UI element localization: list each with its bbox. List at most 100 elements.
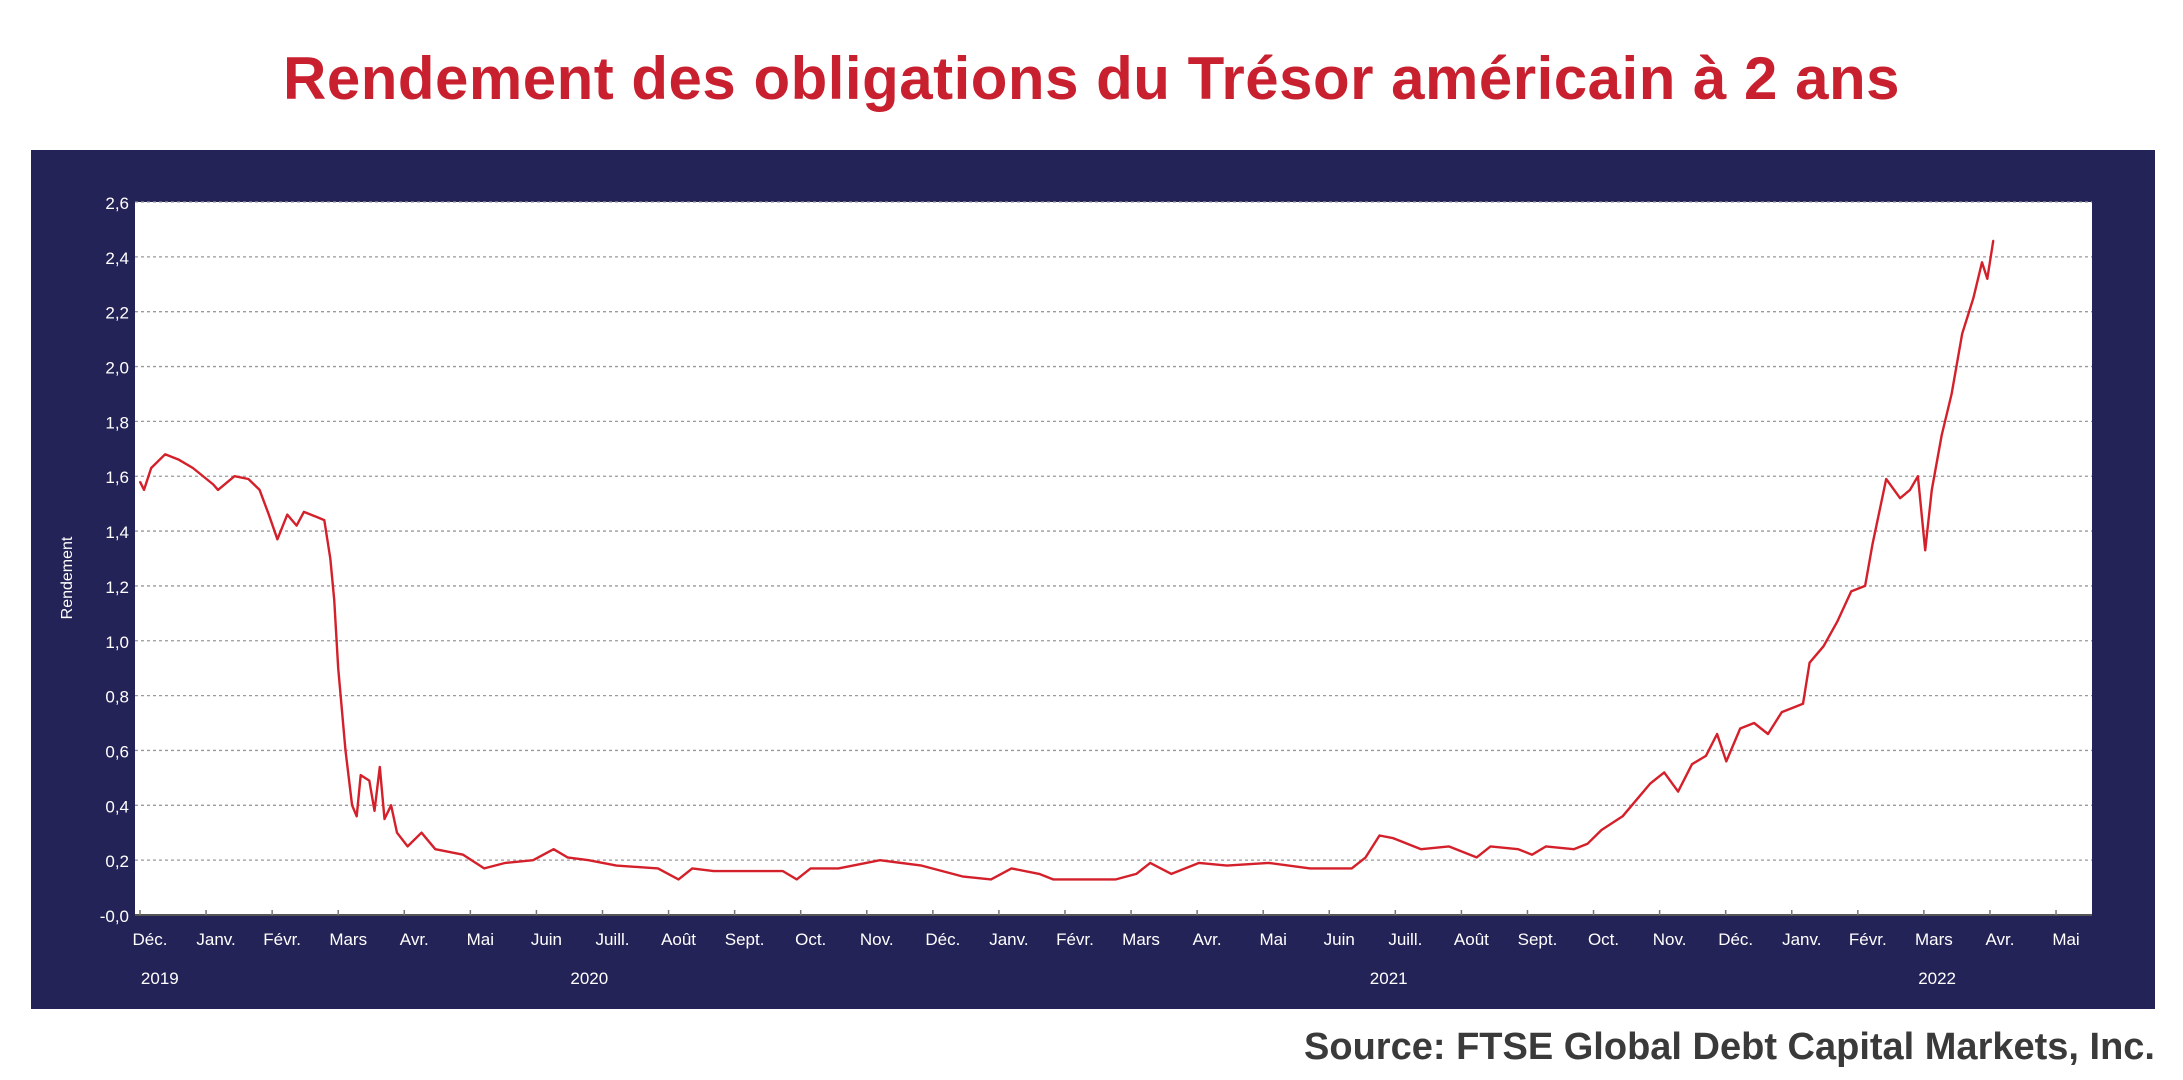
data-point [1572,848,1575,850]
data-point [1899,497,1901,499]
data-point [286,513,289,516]
data-point [1364,856,1367,859]
data-point [1600,829,1603,831]
x-tick-label: Oct. [795,930,826,949]
x-tick-label: Avr. [1985,930,2014,949]
x-tick-label: Juill. [595,930,629,949]
data-point [1781,711,1783,713]
data-point [1663,771,1666,774]
data-point [1226,864,1228,867]
data-point [879,859,881,861]
y-tick-label: 1,2 [105,578,129,597]
data-point [1917,475,1919,478]
data-point [1531,853,1533,856]
x-tick-label: Sept. [1518,930,1558,949]
x-tick-label: Janv. [1782,930,1821,949]
x-tick-label: Janv. [196,930,235,949]
y-tick-label: 2,2 [105,304,129,323]
data-point [337,667,340,669]
data-point [1038,873,1041,875]
data-point [1052,878,1054,881]
data-point [258,489,261,491]
y-tick-label: 2,6 [105,194,129,213]
data-point [677,878,680,881]
year-label: 2020 [570,969,608,988]
data-point [1677,790,1679,793]
data-point [483,867,486,870]
source-note: Source: FTSE Global Debt Capital Markets… [1304,1026,2155,1068]
data-point [303,511,305,513]
data-point [359,774,362,776]
data-point [383,818,386,820]
y-tick-label: 0,8 [105,688,129,707]
x-tick-label: Nov. [1653,930,1687,949]
data-point [276,538,279,541]
x-tick-label: Avr. [1193,930,1222,949]
data-point [1767,733,1769,735]
data-point [295,524,298,527]
y-tick-label: 0,4 [105,797,129,816]
y-tick-label: 1,0 [105,633,129,652]
data-point [1517,848,1520,850]
y-tick-label: 1,4 [105,523,129,542]
y-axis-label: Rendement [59,536,76,619]
x-tick-label: Févr. [1849,930,1887,949]
data-point [1475,856,1478,859]
data-point [1864,585,1866,587]
data-point [552,848,555,850]
data-point [396,831,398,834]
data-point [1198,862,1200,864]
data-point [615,864,618,867]
data-point [837,867,840,870]
data-point [1961,332,1964,335]
data-point [462,853,464,856]
data-point [1309,867,1311,870]
data-point [1725,760,1728,763]
data-point [368,779,371,782]
data-point [1621,815,1624,818]
x-tick-label: Nov. [860,930,894,949]
data-point [1691,763,1693,765]
data-point [1586,842,1589,845]
data-point [962,875,965,878]
year-label: 2022 [1918,969,1956,988]
data-point [268,513,270,516]
data-point [740,870,743,872]
data-point [712,870,715,872]
data-point [1489,845,1492,848]
data-point [1992,239,1995,242]
y-tick-label: 1,6 [105,468,129,487]
data-point [1378,834,1381,837]
data-point [139,480,141,483]
data-point [355,815,358,818]
data-point [1267,862,1270,864]
x-tick-label: Sept. [725,930,765,949]
data-point [1931,489,1933,491]
x-tick-label: Mars [1122,930,1160,949]
data-point [1808,661,1811,664]
plot-area [135,202,2092,915]
data-point [150,467,153,469]
data-point [329,557,332,560]
data-point [1986,277,1989,280]
data-point [1705,755,1707,757]
data-point [1149,862,1152,864]
x-tick-label: Janv. [989,930,1028,949]
y-tick-label: 2,4 [105,249,129,268]
chart-panel: -0,0 0,2 0,4 0,6 0,8 1,0 1,2 1,4 1,6 1,8 2,0 2,2 2,4… [31,150,2155,1009]
data-point [782,870,784,872]
data-point [1924,549,1927,552]
data-point [143,489,145,491]
data-point [920,864,923,867]
x-tick-label: Mai [2052,930,2079,949]
data-point [504,862,507,864]
data-point [1420,848,1422,850]
data-point [1649,782,1652,785]
x-tick-label: Juill. [1388,930,1422,949]
y-tick-label: -0,0 [100,907,129,926]
x-tick-label: Déc. [925,930,960,949]
data-point [344,749,347,752]
data-point [1635,799,1638,801]
data-point [1170,873,1173,875]
data-point [390,804,392,807]
